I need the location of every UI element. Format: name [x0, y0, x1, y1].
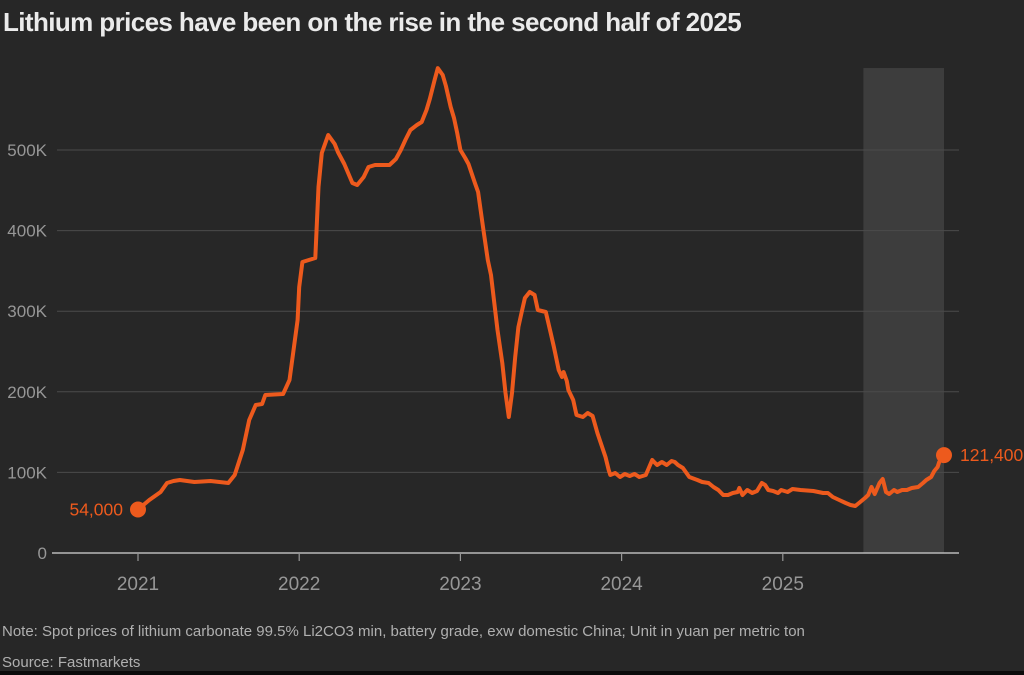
- x-tick-label: 2021: [117, 574, 159, 595]
- y-tick-label: 200K: [7, 383, 47, 402]
- y-tick-label: 300K: [7, 302, 47, 321]
- start-value-label: 54,000: [69, 499, 123, 519]
- y-tick-label: 0: [38, 544, 47, 563]
- x-tick-label: 2022: [278, 574, 320, 595]
- price-line: [136, 66, 946, 512]
- end-dot: [936, 447, 952, 464]
- lithium-price-line-chart: 0 100K 200K 300K 400K 500K 2021 2022 2023 2024 202…: [7, 66, 1024, 595]
- bottom-strip: [0, 671, 1024, 675]
- chart-source: Source: Fastmarkets: [2, 654, 141, 671]
- x-tick-label: 2025: [762, 574, 804, 595]
- y-tick-label: 500K: [7, 141, 47, 160]
- highlight-band: [863, 68, 944, 554]
- x-tick-label: 2024: [600, 574, 643, 595]
- start-dot: [130, 501, 146, 518]
- y-tick-label: 400K: [7, 222, 47, 241]
- x-tick-label: 2023: [439, 574, 481, 595]
- chart-title: Lithium prices have been on the rise in …: [3, 7, 742, 37]
- end-value-label: 121,400: [960, 445, 1024, 465]
- chart-note: Note: Spot prices of lithium carbonate 9…: [2, 623, 805, 640]
- y-tick-label: 100K: [7, 463, 47, 482]
